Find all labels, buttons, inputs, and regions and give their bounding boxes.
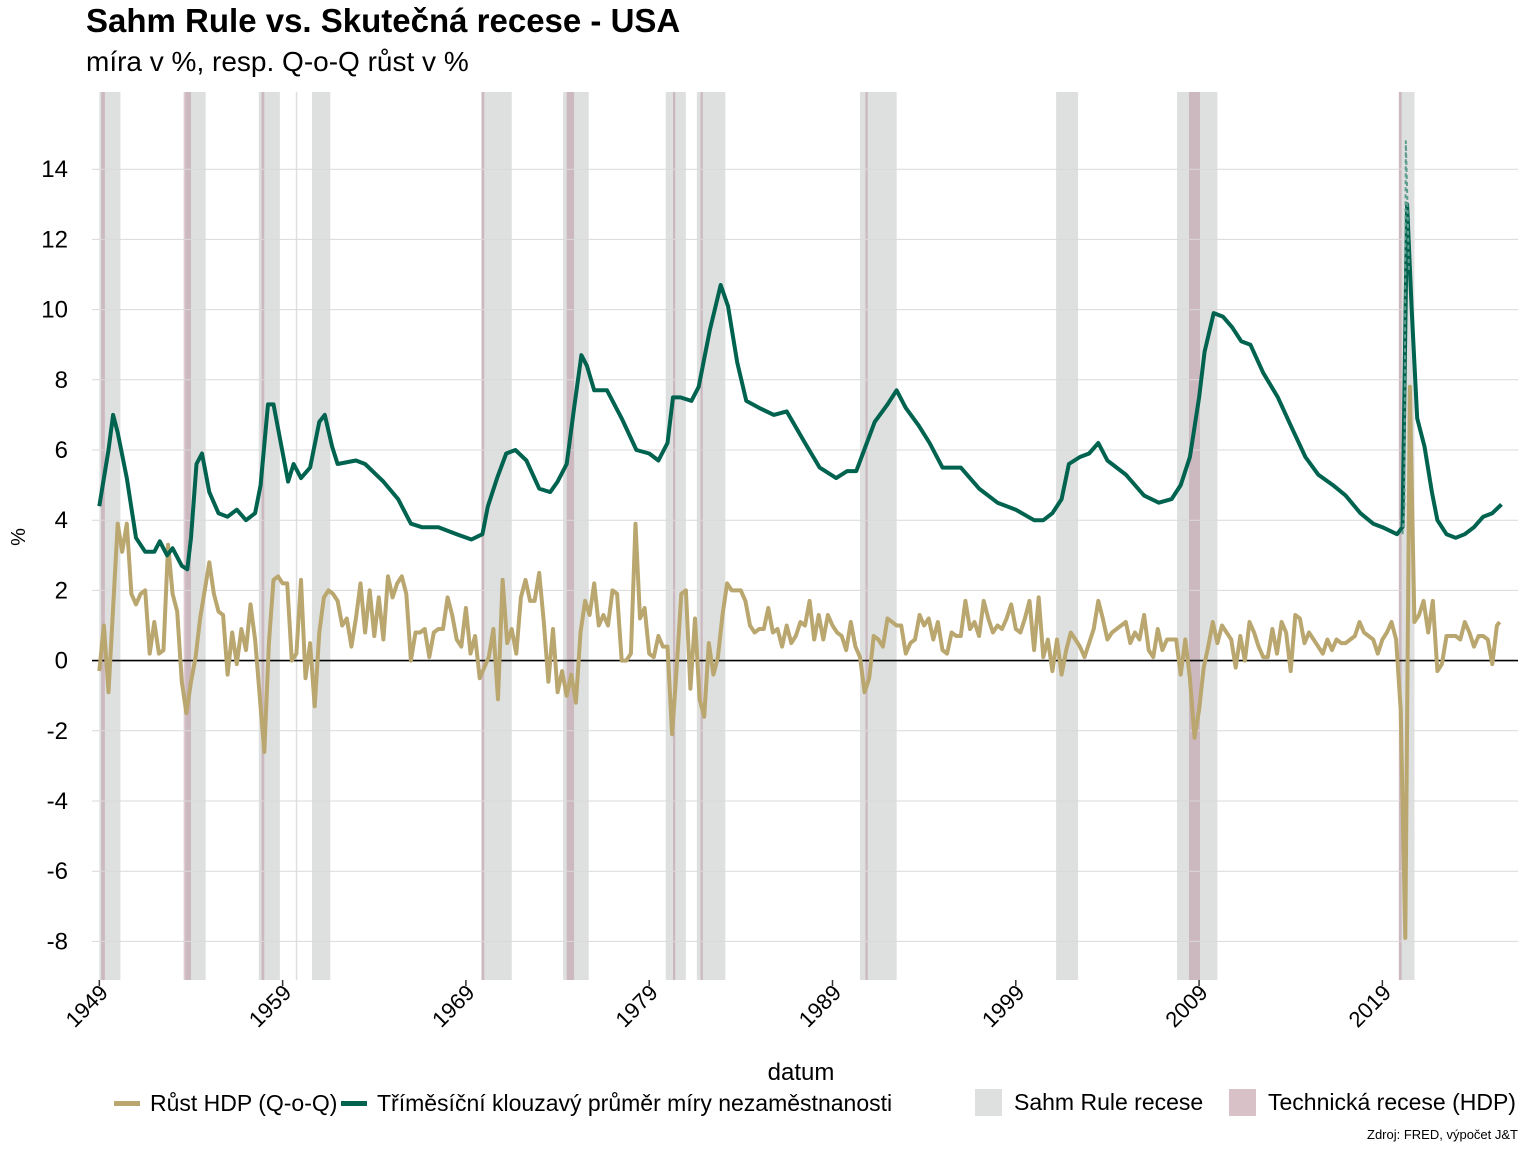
sahm-recession-band: [665, 92, 686, 980]
y-tick-label: 2: [55, 577, 68, 604]
legend-item-technical: Technická recese (HDP): [1229, 1089, 1516, 1116]
technical-recession-band: [865, 92, 868, 980]
series-line-unemployment-monthly: [1401, 140, 1410, 535]
series-line-unemployment: [97, 202, 1503, 572]
sahm-recession-band: [696, 92, 726, 980]
technical-recession-band: [183, 92, 191, 980]
technical-recession-band: [1188, 92, 1200, 980]
sahm-recession-band: [1177, 92, 1218, 980]
y-tick-label: -2: [47, 718, 68, 745]
y-tick-label: 14: [41, 156, 68, 183]
legend-item-sahm: Sahm Rule recese: [975, 1089, 1203, 1116]
legend-swatch-technical: [1229, 1089, 1256, 1116]
legend-label-technical: Technická recese (HDP): [1268, 1089, 1516, 1115]
legend-swatch-gdp: [114, 1101, 140, 1106]
y-tick-label: -4: [47, 788, 68, 815]
technical-recession-band: [700, 92, 703, 980]
y-tick-label: 4: [55, 507, 68, 534]
y-axis-label: %: [8, 528, 30, 546]
sahm-recession-band: [859, 92, 897, 980]
sahm-recession-band: [1056, 92, 1079, 980]
technical-recession-band: [261, 92, 265, 980]
legend-swatch-sahm: [975, 1089, 1002, 1116]
y-tick-label: 6: [55, 437, 68, 464]
sahm-recession-band: [258, 92, 280, 980]
y-tick-label: 10: [41, 297, 68, 324]
y-tick-label: 12: [41, 226, 68, 253]
technical-recession-band: [101, 92, 105, 980]
y-tick-label: -6: [47, 858, 68, 885]
x-tick-label: 2019: [1344, 980, 1396, 1032]
sahm-recession-band: [99, 92, 121, 980]
series-line-gdp: [97, 384, 1502, 940]
technical-recession-band: [673, 92, 676, 980]
legend-label-unemployment: Tříměsíční klouzavý průměr míry nezaměst…: [377, 1090, 893, 1116]
legend-label-sahm: Sahm Rule recese: [1014, 1089, 1204, 1115]
y-tick-label: -8: [47, 928, 68, 955]
x-tick-label: 1969: [427, 980, 479, 1032]
sahm-recession-band: [481, 92, 512, 980]
sahm-recession-band: [563, 92, 589, 980]
legend-item-gdp: Růst HDP (Q-o-Q): [114, 1090, 337, 1117]
source-note: Zdroj: FRED, výpočet J&T: [1367, 1127, 1518, 1142]
legend-item-unemployment: Tříměsíční klouzavý průměr míry nezaměst…: [341, 1090, 892, 1117]
technical-recession-band: [566, 92, 575, 980]
y-tick-label: 0: [55, 648, 68, 675]
legend-label-gdp: Růst HDP (Q-o-Q): [150, 1090, 338, 1116]
x-tick-label: 1979: [610, 980, 662, 1032]
x-axis-label: datum: [768, 1059, 835, 1086]
chart-subtitle: míra v %, resp. Q-o-Q růst v %: [86, 46, 469, 77]
sahm-recession-band: [185, 92, 206, 980]
y-tick-label: 8: [55, 367, 68, 394]
x-tick-label: 1949: [61, 980, 113, 1032]
chart-title: Sahm Rule vs. Skutečná recese - USA: [86, 2, 681, 39]
x-tick-label: 1959: [244, 980, 296, 1032]
x-tick-label: 1999: [977, 980, 1029, 1032]
sahm-recession-band: [311, 92, 331, 980]
technical-recession-band: [1398, 92, 1402, 980]
x-tick-label: 1989: [794, 980, 846, 1032]
legend-swatch-unemployment: [341, 1101, 367, 1106]
sahm-recession-band: [295, 92, 298, 980]
x-tick-label: 2009: [1160, 980, 1212, 1032]
